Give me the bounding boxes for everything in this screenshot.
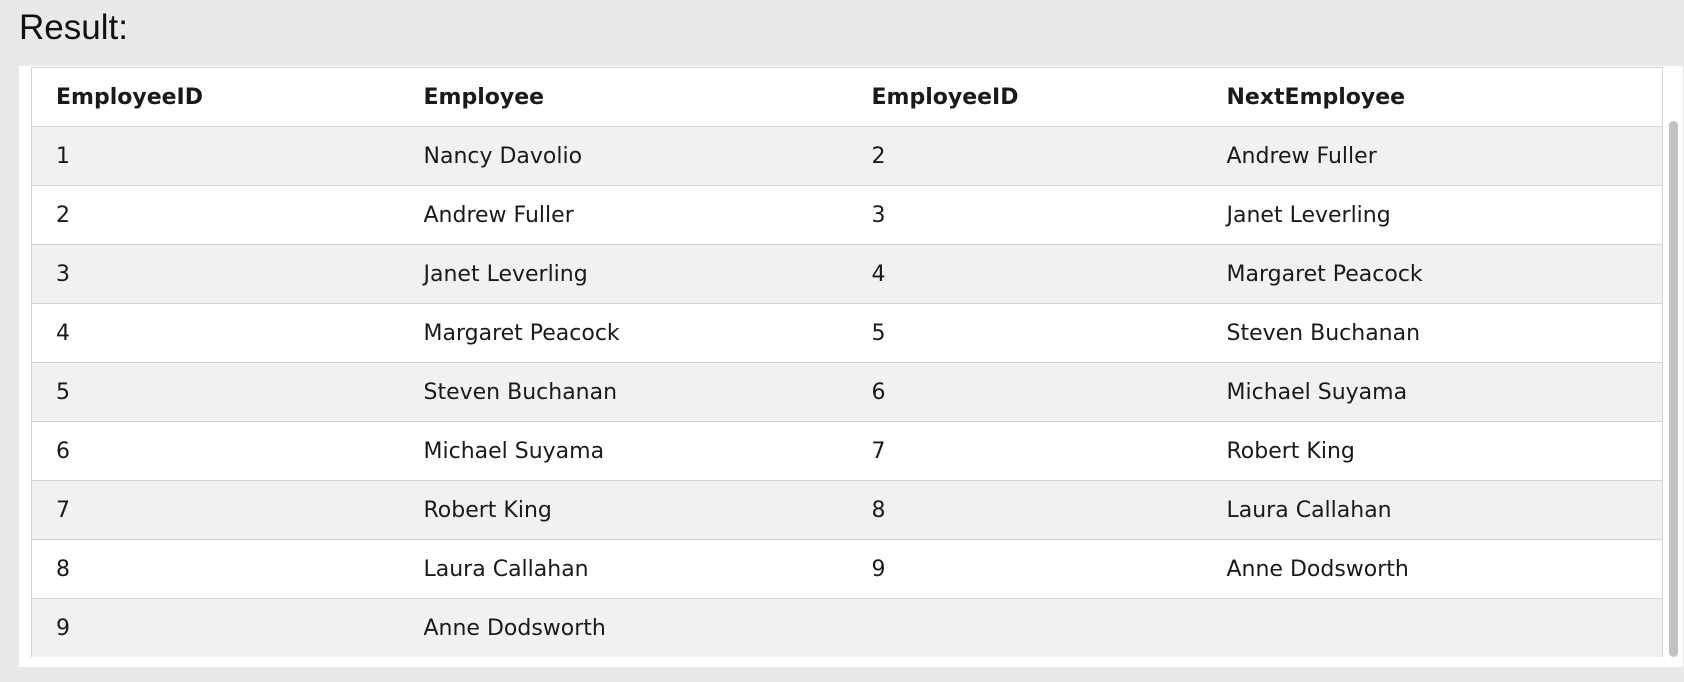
table-cell [847,598,1203,657]
table-row: 4 Margaret Peacock 5 Steven Buchanan [31,303,1663,363]
table-cell: Michael Suyama [1202,362,1663,422]
vertical-scrollbar[interactable] [1667,66,1681,667]
column-header-nextemployee: NextEmployee [1202,67,1663,127]
table-row: 7 Robert King 8 Laura Callahan [31,480,1663,540]
table-cell: Margaret Peacock [1202,244,1663,304]
result-heading: Result: [19,8,128,47]
table-row: 9 Anne Dodsworth [31,598,1663,657]
table-cell: 2 [31,185,400,245]
table-row: 6 Michael Suyama 7 Robert King [31,421,1663,481]
table-cell: 2 [847,126,1203,186]
table-cell: 6 [31,421,400,481]
column-header-employeeid-2: EmployeeID [847,67,1203,127]
table-cell: Robert King [1202,421,1663,481]
table-cell: Anne Dodsworth [1202,539,1663,599]
table-cell: Andrew Fuller [1202,126,1663,186]
table-viewport[interactable]: EmployeeID Employee EmployeeID NextEmplo… [31,67,1681,657]
table-cell: Janet Leverling [399,244,848,304]
table-cell: Michael Suyama [399,421,848,481]
table-cell: 6 [847,362,1203,422]
scrollbar-thumb[interactable] [1669,121,1678,657]
table-cell: 7 [847,421,1203,481]
result-panel: EmployeeID Employee EmployeeID NextEmplo… [19,66,1683,667]
table-cell: 8 [847,480,1203,540]
table-cell: Margaret Peacock [399,303,848,363]
table-cell: 8 [31,539,400,599]
table-cell: 4 [31,303,400,363]
table-cell [1202,598,1663,657]
table-header-row: EmployeeID Employee EmployeeID NextEmplo… [31,67,1663,127]
table-cell: Steven Buchanan [1202,303,1663,363]
table-cell: 5 [847,303,1203,363]
table-cell: Steven Buchanan [399,362,848,422]
table-cell: 5 [31,362,400,422]
table-row: 3 Janet Leverling 4 Margaret Peacock [31,244,1663,304]
table-cell: Laura Callahan [399,539,848,599]
table-row: 1 Nancy Davolio 2 Andrew Fuller [31,126,1663,186]
table-cell: 3 [31,244,400,304]
column-header-employeeid: EmployeeID [31,67,400,127]
table-cell: Laura Callahan [1202,480,1663,540]
table-cell: 1 [31,126,400,186]
table-cell: 9 [31,598,400,657]
table-cell: 4 [847,244,1203,304]
table-cell: 7 [31,480,400,540]
table-cell: Andrew Fuller [399,185,848,245]
table-row: 5 Steven Buchanan 6 Michael Suyama [31,362,1663,422]
table-cell: Anne Dodsworth [399,598,848,657]
table-row: 8 Laura Callahan 9 Anne Dodsworth [31,539,1663,599]
table-cell: Nancy Davolio [399,126,848,186]
table-cell: Robert King [399,480,848,540]
result-table: EmployeeID Employee EmployeeID NextEmplo… [31,67,1663,657]
table-cell: Janet Leverling [1202,185,1663,245]
table-cell: 3 [847,185,1203,245]
column-header-employee: Employee [399,67,848,127]
table-cell: 9 [847,539,1203,599]
table-row: 2 Andrew Fuller 3 Janet Leverling [31,185,1663,245]
